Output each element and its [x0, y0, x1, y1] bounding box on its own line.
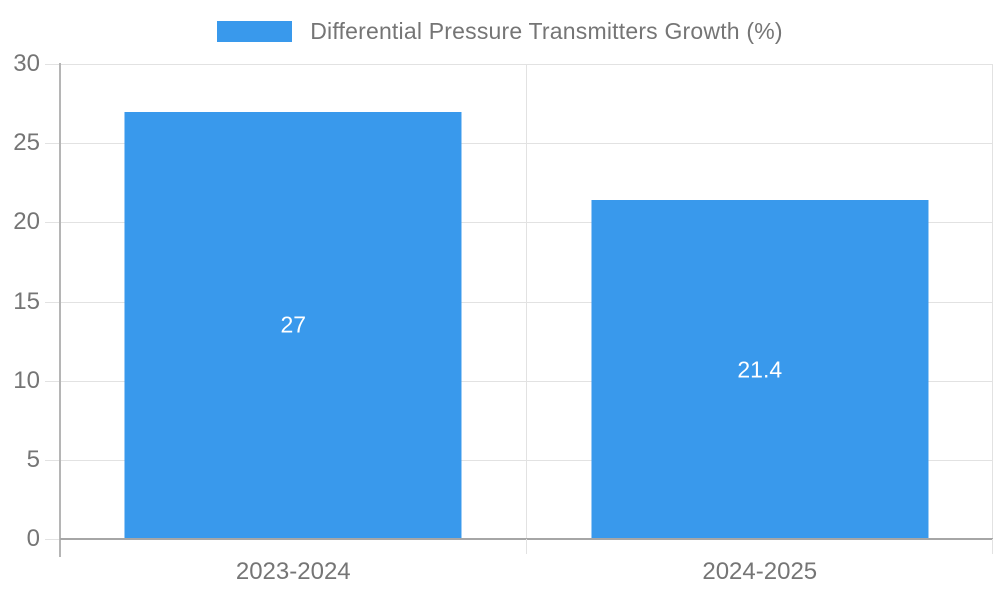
- gridline-y-20: [60, 222, 993, 224]
- x-tick-mark: [992, 539, 993, 554]
- x-tick-mark: [525, 539, 527, 554]
- category-boundary-line: [992, 64, 993, 539]
- gridline-y-30: [60, 64, 993, 65]
- gridline-y-10: [60, 380, 993, 382]
- chart-legend: Differential Pressure Transmitters Growt…: [0, 0, 1000, 62]
- bar-2023-2024: 27: [124, 111, 462, 539]
- legend-swatch-icon: [217, 20, 293, 42]
- y-tick-mark-5: [45, 459, 60, 461]
- x-axis-tick-labels: 2023-2024 2024-2025: [60, 557, 993, 589]
- y-tick-label-25: 25: [13, 129, 40, 157]
- y-tick-mark-25: [45, 143, 60, 145]
- y-tick-mark-30: [45, 64, 60, 65]
- x-tick-label-2023-2024: 2023-2024: [235, 558, 351, 585]
- y-tick-mark-20: [45, 222, 60, 224]
- y-tick-mark-10: [45, 380, 60, 382]
- y-tick-label-15: 15: [13, 287, 40, 315]
- y-tick-label-10: 10: [13, 366, 40, 394]
- y-axis-line: [59, 63, 61, 557]
- bar-2024-2025: 21.4: [591, 200, 929, 539]
- bar-value-label: 21.4: [737, 356, 783, 383]
- plot-area: 27 21.4: [60, 64, 993, 539]
- gridline-y-5: [60, 459, 993, 461]
- y-tick-label-30: 30: [13, 50, 40, 77]
- category-cell: 21.4: [527, 64, 993, 539]
- bar-value-label: 27: [280, 311, 307, 338]
- gridline-y-15: [60, 301, 993, 303]
- x-axis-line: [60, 538, 993, 540]
- y-tick-label-5: 5: [26, 445, 40, 473]
- y-tick-label-0: 0: [26, 525, 40, 552]
- category-cell: 27: [60, 64, 527, 539]
- legend-series-label: Differential Pressure Transmitters Growt…: [310, 17, 783, 44]
- category-boundary-line: [525, 64, 527, 539]
- y-tick-label-20: 20: [13, 208, 40, 236]
- y-tick-mark-0: [45, 539, 60, 540]
- y-axis-tick-marks: [45, 64, 60, 540]
- x-tick-label-2024-2025: 2024-2025: [702, 558, 818, 585]
- y-tick-mark-15: [45, 301, 60, 303]
- gridline-y-25: [60, 143, 993, 145]
- y-axis-tick-labels: 0 5 10 15 20 25 30: [0, 50, 40, 552]
